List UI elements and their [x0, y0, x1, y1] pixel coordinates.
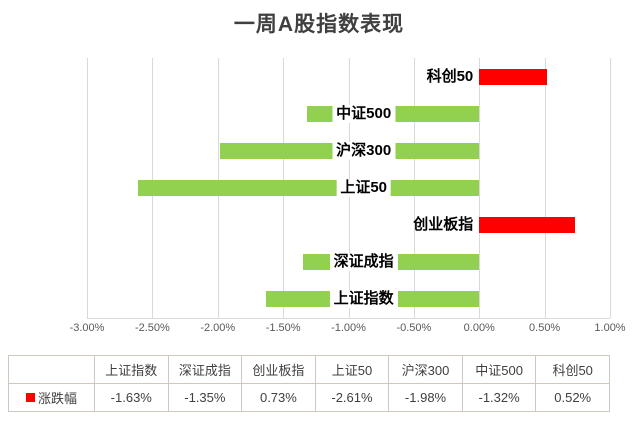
- table-header-cell: 中证500: [461, 355, 537, 384]
- x-tick-label: -1.50%: [265, 322, 301, 334]
- table-header-row: 上证指数 深证成指 创业板指 上证50 沪深300 中证500 科创50: [8, 355, 610, 384]
- category-label: 中证500: [332, 104, 396, 123]
- series-label: 涨跌幅: [37, 391, 77, 406]
- gridline: [610, 58, 611, 318]
- bar: [479, 68, 548, 85]
- gridline: [479, 58, 481, 318]
- table-header-cell: 沪深300: [388, 355, 463, 384]
- category-label: 深证成指: [329, 253, 398, 272]
- table-value-cell: -1.98%: [388, 383, 463, 412]
- data-table: 上证指数 深证成指 创业板指 上证50 沪深300 中证500 科创50 涨跌幅 -1.63% -…: [8, 355, 610, 412]
- table-header-cell: 深证成指: [167, 355, 243, 384]
- x-tick-label: 1.00%: [594, 322, 626, 334]
- plot-area: 科创50 中证500 沪深300 上证50 创业板指深证成指上证指数: [87, 58, 611, 319]
- table-value-cell: 0.52%: [535, 383, 610, 412]
- bar-row: 上证50: [87, 169, 610, 206]
- series-label-cell: 涨跌幅: [8, 383, 95, 412]
- table-corner-cell: [8, 355, 95, 384]
- gridline: [544, 58, 546, 318]
- category-label: 上证50: [336, 178, 391, 197]
- bar: [137, 179, 480, 196]
- table-value-row: 涨跌幅 -1.63% -1.35% 0.73% -2.61% -1.98% -1.32% 0.…: [8, 383, 610, 412]
- category-label: 创业板指: [413, 216, 474, 234]
- bar-row: 上证指数: [87, 281, 610, 318]
- bar-row: 深证成指: [87, 244, 610, 281]
- bar-row: 科创50: [87, 58, 610, 95]
- x-tick-label: -3.00%: [69, 322, 105, 334]
- table-value-cell: 0.73%: [241, 383, 316, 412]
- category-label: 沪深300: [332, 141, 396, 160]
- x-tick-label: 0.50%: [529, 322, 561, 334]
- category-label: 科创50: [426, 67, 474, 85]
- x-axis: -3.00% -2.50% -2.00% -1.50% -1.00% -0.50% 0.00…: [70, 322, 626, 338]
- bar-row: 中证500: [87, 95, 610, 132]
- x-tick-label: -2.00%: [200, 322, 236, 334]
- bar: [479, 217, 575, 234]
- x-tick-label: -2.50%: [134, 322, 170, 334]
- x-tick-label: 0.00%: [463, 322, 495, 334]
- x-tick-label: -1.00%: [331, 322, 366, 334]
- table-value-cell: -2.61%: [314, 383, 390, 412]
- table-header-cell: 上证指数: [94, 355, 169, 384]
- gridline: [87, 58, 88, 318]
- x-tick-label: -0.50%: [396, 322, 432, 334]
- table-header-cell: 上证50: [314, 355, 390, 384]
- legend-key-icon: [25, 393, 35, 402]
- table-value-cell: -1.32%: [461, 383, 537, 412]
- chart-title: 一周A股指数表现: [233, 13, 405, 36]
- category-label: 上证指数: [329, 290, 398, 309]
- table-value-cell: -1.63%: [94, 383, 169, 412]
- table-value-cell: -1.35%: [167, 383, 243, 412]
- bar-row: 沪深300: [87, 132, 610, 169]
- bar-row: 创业板指: [87, 207, 610, 244]
- table-header-cell: 科创50: [535, 355, 610, 384]
- table-header-cell: 创业板指: [241, 355, 316, 384]
